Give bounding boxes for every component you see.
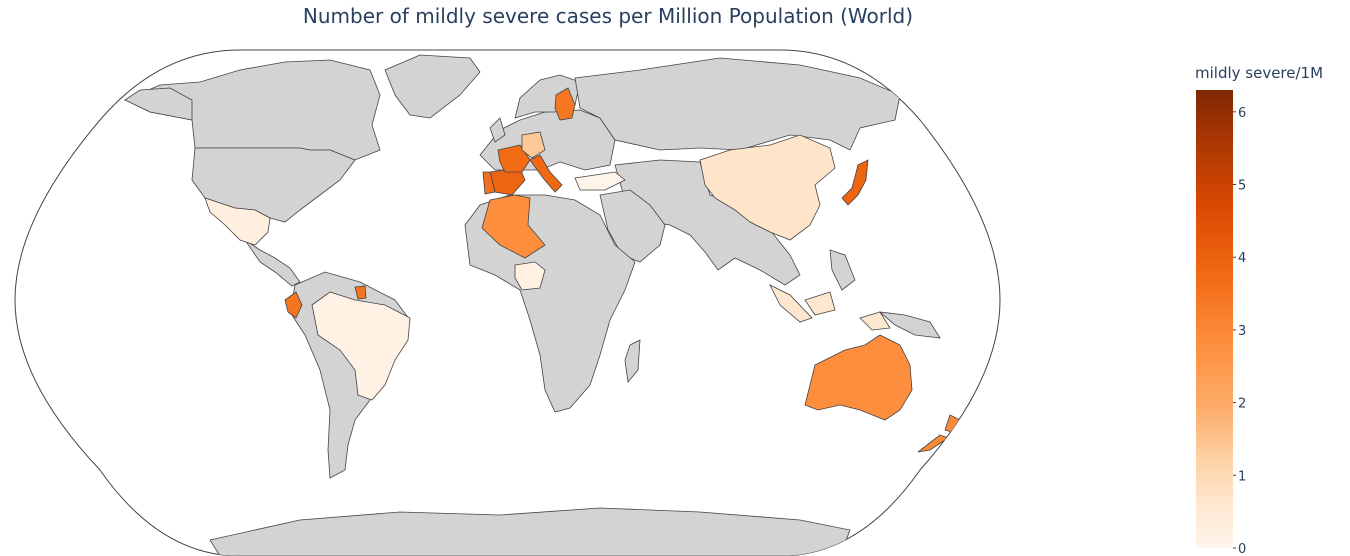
country-nigeria[interactable] [514, 261, 546, 291]
country-philippines[interactable] [829, 249, 856, 291]
country-indonesia[interactable] [769, 284, 891, 331]
country-ecuador[interactable] [284, 291, 303, 319]
colorbar-tick-label: 4 [1238, 251, 1246, 266]
country-central-america[interactable] [244, 239, 301, 287]
country-french-guiana[interactable] [354, 285, 367, 300]
country-finland[interactable] [554, 87, 576, 121]
country-brazil[interactable] [311, 291, 411, 401]
colorbar: mildly severe/1M 0 1 2 3 4 5 6 [1195, 64, 1323, 556]
colorbar-tick-label: 0 [1238, 542, 1246, 556]
country-madagascar[interactable] [624, 339, 641, 383]
country-mexico[interactable] [204, 197, 271, 246]
country-australia[interactable] [804, 334, 913, 421]
colorbar-gradient [1196, 90, 1233, 548]
country-italy[interactable] [529, 154, 563, 193]
country-png[interactable] [878, 311, 941, 339]
country-portugal[interactable] [482, 171, 496, 195]
country-china[interactable] [699, 134, 836, 241]
colorbar-tick-label: 3 [1238, 324, 1246, 339]
colorbar-tick-label: 5 [1238, 179, 1246, 194]
chart-title: Number of mildly severe cases per Millio… [303, 4, 913, 28]
colorbar-tick-label: 1 [1238, 469, 1246, 484]
country-turkey[interactable] [574, 171, 626, 191]
country-greenland[interactable] [384, 54, 481, 119]
colorbar-tick-label: 2 [1238, 397, 1246, 412]
country-alaska[interactable] [124, 87, 193, 121]
colorbar-title: mildly severe/1M [1195, 64, 1323, 82]
country-antarctica[interactable] [209, 507, 851, 556]
country-russia[interactable] [574, 57, 901, 151]
country-france[interactable] [497, 144, 531, 173]
country-canada[interactable] [124, 59, 381, 161]
country-japan[interactable] [841, 159, 869, 206]
colorbar-tick-label: 6 [1238, 106, 1246, 121]
country-algeria[interactable] [481, 194, 546, 259]
country-uk[interactable] [489, 117, 506, 143]
country-germany[interactable] [521, 131, 546, 159]
country-middle-east[interactable] [599, 189, 666, 263]
